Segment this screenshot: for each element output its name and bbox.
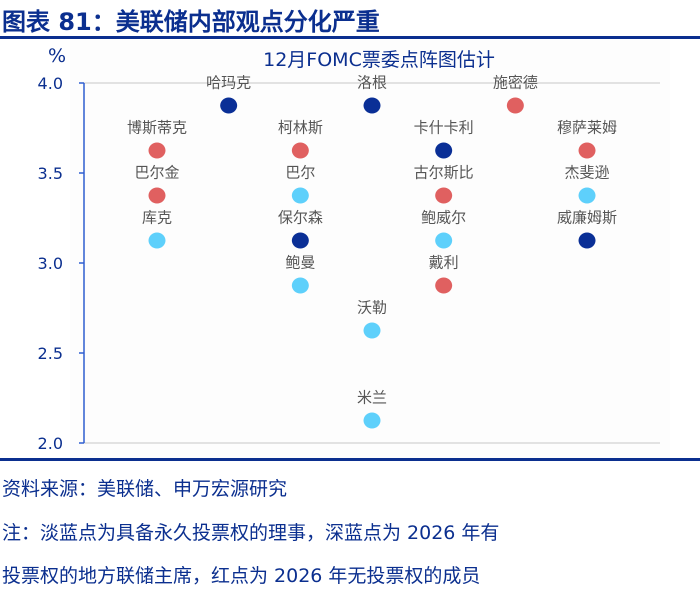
title-divider — [0, 36, 700, 39]
dot-plot-chart: % 12月FOMC票委点阵图估计 4.0 3.5 3.0 2.5 2.0 哈玛克 洛根 施密… — [38, 40, 670, 458]
dot-dark-blue — [578, 232, 596, 249]
dot-label: 保尔森 — [278, 209, 323, 227]
y-tick-label: 3.0 — [38, 254, 63, 273]
dot-label: 哈玛克 — [206, 74, 251, 92]
y-tick-label: 4.0 — [38, 74, 63, 93]
chart-title: 12月FOMC票委点阵图估计 — [263, 49, 495, 71]
dot-light-blue — [578, 187, 596, 204]
dot-light-blue — [363, 412, 381, 429]
dot-red — [578, 142, 596, 159]
dot-label: 施密德 — [493, 74, 538, 92]
dot-red — [506, 97, 524, 114]
source-text: 资料来源：美联储、申万宏源研究 — [2, 478, 288, 500]
dot-label: 戴利 — [429, 254, 459, 272]
dot-light-blue — [291, 187, 309, 204]
dot-label: 巴尔金 — [134, 164, 179, 182]
dot-label: 鲍曼 — [285, 254, 315, 272]
dot-label: 威廉姆斯 — [557, 209, 617, 227]
dot-light-blue — [435, 232, 453, 249]
dot-label: 古尔斯比 — [414, 164, 474, 182]
dot-light-blue — [363, 322, 381, 339]
y-tick-label: 2.0 — [38, 434, 63, 453]
dot-light-blue — [291, 277, 309, 294]
dot-label: 卡什卡利 — [414, 119, 474, 137]
dot-label: 巴尔 — [285, 164, 315, 182]
dot-dark-blue — [435, 142, 453, 159]
dot-label: 杰斐逊 — [565, 164, 610, 182]
dot-red — [148, 142, 166, 159]
y-tick-label: 2.5 — [38, 344, 63, 363]
dot-label: 鲍威尔 — [421, 209, 466, 227]
dot-label: 米兰 — [357, 389, 387, 407]
dot-label: 沃勒 — [357, 299, 387, 317]
dot-dark-blue — [220, 97, 238, 114]
dot-red — [435, 277, 453, 294]
bottom-divider — [0, 458, 700, 461]
dot-label: 库克 — [142, 209, 172, 227]
dot-dark-blue — [363, 97, 381, 114]
y-axis: 4.0 3.5 3.0 2.5 2.0 — [38, 74, 660, 453]
dot-dark-blue — [291, 232, 309, 249]
y-tick-label: 3.5 — [38, 164, 63, 183]
note-line-1: 注：淡蓝点为具备永久投票权的理事，深蓝点为 2026 年有 — [2, 522, 500, 544]
y-axis-unit: % — [48, 45, 66, 67]
dot-red — [291, 142, 309, 159]
figure-title: 图表 81：美联储内部观点分化严重 — [2, 8, 380, 36]
dot-red — [435, 187, 453, 204]
dot-red — [148, 187, 166, 204]
note-line-2: 投票权的地方联储主席，红点为 2026 年无投票权的成员 — [2, 565, 481, 587]
dot-label: 穆萨莱姆 — [557, 119, 617, 137]
dot-label: 博斯蒂克 — [127, 119, 187, 137]
dot-light-blue — [148, 232, 166, 249]
dot-label: 柯林斯 — [278, 119, 323, 137]
dot-label: 洛根 — [357, 74, 387, 92]
